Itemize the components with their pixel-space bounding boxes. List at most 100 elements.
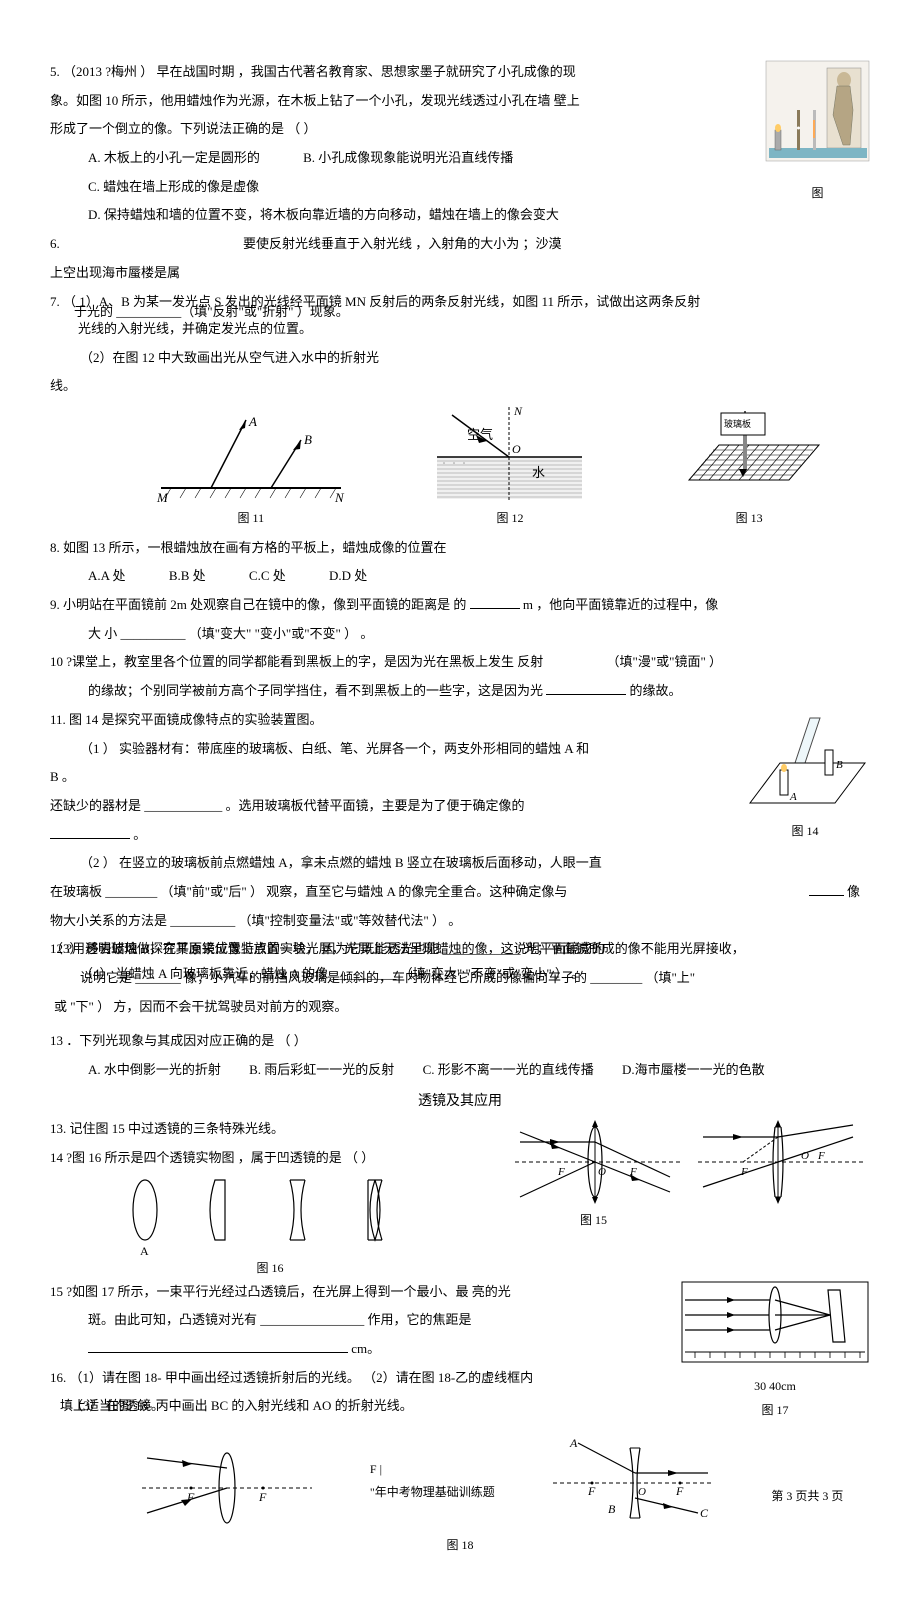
q11-num: 11. xyxy=(50,712,66,727)
q9-t2: m ，他向平面镜靠近的过程中，像 xyxy=(523,597,718,612)
fbar: F | xyxy=(370,1458,495,1481)
fig15-label: 图 15 xyxy=(510,1209,870,1232)
q14-text: ?图 16 所示是四个透镜实物图 ，属于凹透镜的是 （ ） xyxy=(66,1150,374,1165)
svg-text:F: F xyxy=(817,1150,825,1162)
q7-t4: 线。 xyxy=(50,374,870,399)
svg-text:A: A xyxy=(789,791,797,803)
q5-optD: D. 保持蜡烛和墙的位置不变，将木板向靠近墙的方向移动，蜡烛在墙上的像会变大 xyxy=(50,203,870,228)
fig12-label: 图 12 xyxy=(432,507,587,530)
q9-t1: 小明站在平面镜前 2m 处观察自己在镜中的像，像到平面镜的距离是 的 xyxy=(63,597,466,612)
q9-blank1 xyxy=(470,596,520,609)
fig10-label: 图 xyxy=(765,182,870,205)
footer-right: 第 3 页共 3 页 xyxy=(771,1485,843,1528)
q11-p2a: （2 ） 在竖立的玻璃板前点燃蜡烛 A，拿未点燃的蜡烛 B 竖立在玻璃板后面移动… xyxy=(50,851,870,876)
fig18a-svg: F F xyxy=(137,1438,317,1528)
q10-blank xyxy=(546,682,626,695)
q5-optA: A. 木板上的小孔一定是圆形的 xyxy=(88,146,260,171)
fig16-svg: A xyxy=(110,1175,430,1255)
footer-center: "年中考物理基础训练题 xyxy=(370,1481,495,1504)
q10-t3: 的缘故；个别同学被前方高个子同学挡住，看不到黑板上的一些字，这是因为光 xyxy=(88,683,543,698)
q10-t1: ?课堂上，教室里各个位置的同学都能看到黑板上的字，是因为光在黑板上发生 反射 xyxy=(66,654,543,669)
fig15b-svg: F F O xyxy=(693,1117,868,1207)
q11-p2c: 物大小关系的方法是 __________ （填"控制变量法"或"等效替代法" ）… xyxy=(50,909,870,934)
fig12-svg: N O 空气 水 xyxy=(432,405,587,505)
q16-t3: （3） 在图 18- 丙中画出 BC 的入射光线和 AO 的折射光线。 xyxy=(70,1394,413,1419)
svg-text:F: F xyxy=(675,1484,684,1498)
q5-optC: C. 蜡烛在墙上形成的像是虚像 xyxy=(50,175,870,200)
q7-t3: （2）在图 12 中大致画出光从空气进入水中的折射光 xyxy=(50,346,870,371)
svg-text:O: O xyxy=(598,1166,606,1178)
q8-optD: D.D 处 xyxy=(329,564,367,589)
q13-optD: D.海市蜃楼一一光的色散 xyxy=(622,1058,765,1083)
svg-text:B: B xyxy=(608,1502,616,1516)
q13-optA: A. 水中倒影一光的折射 xyxy=(88,1058,221,1083)
svg-text:M: M xyxy=(156,490,169,505)
q11-p2b: 在玻璃板 ________ （填"前"或"后" ） 观察，直至它与蜡烛 A 的像… xyxy=(50,884,567,899)
q11-t1: 图 14 是探究平面镜成像特点的实验装置图。 xyxy=(69,712,323,727)
q11-p3a: （3） 移去蜡烛 B，在其原来位置上放置一块光屏，光屏上无法呈现蜡烛的像，这说明… xyxy=(50,937,605,962)
q5-src: （2013 ?梅州 ） xyxy=(63,64,153,79)
q13-optC: C. 形影不离一一光的直线传播 xyxy=(423,1058,594,1083)
fig10-container: 图 xyxy=(765,60,870,205)
fig17-svg xyxy=(680,1280,870,1375)
svg-text:A: A xyxy=(569,1436,578,1450)
q7-t2: 光线的入射光线，并确定发光点的位置。 xyxy=(50,317,870,342)
fig15-container: F F O F F O 图 15 xyxy=(510,1117,870,1232)
q13b-text: 记住图 15 中过透镜的三条特殊光线。 xyxy=(70,1121,285,1136)
fig18-label: 图 18 xyxy=(50,1534,870,1557)
fig13-svg: 玻璃板 xyxy=(669,405,829,505)
fig14-label: 图 14 xyxy=(740,820,870,843)
fig15a-svg: F F O xyxy=(510,1117,685,1207)
q8-num: 8. xyxy=(50,540,60,555)
q5-optB: B. 小孔成像现象能说明光沿直线传播 xyxy=(303,146,513,171)
q5-num: 5. xyxy=(50,64,60,79)
svg-text:A: A xyxy=(140,1244,149,1255)
q15-blank xyxy=(88,1340,348,1353)
fig11-svg: A B M N xyxy=(151,410,351,505)
q8-optB: B.B 处 xyxy=(169,564,206,589)
q6-t2: 上空出现海市蜃楼是属 xyxy=(50,261,870,286)
q5-l3: 形成了一个倒立的像。下列说法正确的是 （ ） xyxy=(50,117,870,142)
q5-t1: 早在战国时期 ，我国古代著名教育家、思想家墨子就研究了小孔成像的现 xyxy=(157,64,576,79)
q10-t2: （填"漫"或"镜面" ） xyxy=(607,654,722,669)
fig14-svg: A B xyxy=(740,708,870,818)
q14-num: 14 xyxy=(50,1150,63,1165)
svg-text:N: N xyxy=(334,490,345,505)
q15-t3: cm。 xyxy=(351,1341,380,1356)
q6-num: 6. xyxy=(50,236,60,251)
q13b-num: 13. xyxy=(50,1121,66,1136)
q8-text: 如图 13 所示，一根蜡烛放在画有方格的平板上，蜡烛成像的位置在 xyxy=(63,540,447,555)
q15-t1: ?如图 17 所示，一束平行光经过凸透镜后，在光屏上得到一个最小、最 亮的光 xyxy=(66,1284,511,1299)
svg-text:N: N xyxy=(513,405,523,418)
fig13-label: 图 13 xyxy=(669,507,829,530)
q8-optC: C.C 处 xyxy=(249,564,286,589)
fig-row-11-13: A B M N 图 11 N O 空气 水 图 12 xyxy=(50,405,870,530)
q9-t3: 大 小 __________ （填"变大" "变小"或"不变" ） 。 xyxy=(50,622,870,647)
q9-num: 9. xyxy=(50,597,60,612)
fig18-row: F F F | "年中考物理基础训练题 F F O A C xyxy=(50,1433,870,1528)
q15-num: 15 xyxy=(50,1284,63,1299)
svg-text:空气: 空气 xyxy=(467,427,493,442)
q16-num: 16. xyxy=(50,1370,66,1385)
fig16-label: 图 16 xyxy=(110,1257,430,1280)
q11-p4: （4） 当蜡烛 A 向玻璃板靠近，蜡烛 A 的像 __________ （填"变… xyxy=(50,962,584,987)
svg-text:玻璃板: 玻璃板 xyxy=(724,418,751,429)
q13-optB: B. 雨后彩虹一一光的反射 xyxy=(249,1058,394,1083)
svg-text:B: B xyxy=(836,759,843,771)
svg-text:A: A xyxy=(248,414,257,429)
svg-text:C: C xyxy=(700,1506,709,1520)
q16-t1: （1）请在图 18- 甲中画出经过透镜折射后的光线。 （2）请在图 18-乙的虚… xyxy=(70,1370,534,1385)
svg-text:F: F xyxy=(258,1490,267,1504)
fig10-svg xyxy=(765,60,870,180)
svg-text:O: O xyxy=(638,1486,646,1498)
q10-num: 10 xyxy=(50,654,63,669)
q13-num: 13 xyxy=(50,1033,63,1048)
q5-l2: 象。如图 10 所示，他用蜡烛作为光源，在木板上钻了一个小孔，发现光线透过小孔在… xyxy=(50,89,870,114)
svg-text:B: B xyxy=(304,432,312,447)
q5: 5. （2013 ?梅州 ） 早在战国时期 ，我国古代著名教育家、思想家墨子就研… xyxy=(50,60,870,85)
section-title: 透镜及其应用 xyxy=(50,1089,870,1116)
svg-text:F: F xyxy=(587,1484,596,1498)
fig11-label: 图 11 xyxy=(151,507,351,530)
fig14-container: A B 图 14 xyxy=(740,708,870,843)
q8-optA: A.A 处 xyxy=(88,564,126,589)
